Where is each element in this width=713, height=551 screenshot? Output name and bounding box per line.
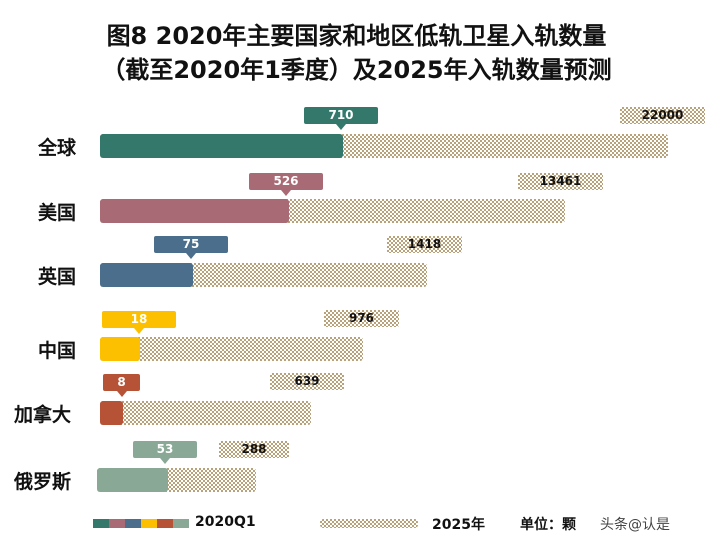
legend-label-2025: 2025年 [432, 517, 485, 533]
data-label-2020q1: 75 [154, 236, 228, 259]
data-label-2025: 288 [219, 441, 289, 458]
bar-2025 [100, 337, 363, 361]
category-label: 美国 [38, 202, 77, 224]
data-label-2020q1: 526 [249, 173, 323, 196]
category-label: 全球 [38, 137, 77, 159]
legend-swatch-2025 [320, 519, 418, 528]
legend-swatch-2020q1 [141, 519, 157, 528]
chart-title: 图8 2020年主要国家和地区低轨卫星入轨数量 [106, 22, 607, 50]
data-label-2025: 22000 [620, 107, 705, 124]
legend-label-2020q1: 2020Q1 [195, 514, 256, 530]
watermark: 头条@认是 [600, 517, 670, 533]
chart-subtitle: （截至2020年1季度）及2025年入轨数量预测 [101, 56, 612, 84]
legend-swatch-2020q1 [157, 519, 173, 528]
bar-2020q1 [100, 401, 123, 425]
data-label-2020q1: 710 [304, 107, 378, 130]
data-label-2025: 976 [324, 310, 399, 327]
category-label: 中国 [38, 340, 77, 362]
category-label: 俄罗斯 [14, 471, 72, 493]
legend-swatch-2020q1 [125, 519, 141, 528]
data-label-2020q1: 8 [103, 374, 140, 397]
legend-swatch-2020q1 [93, 519, 109, 528]
bar-2020q1 [100, 337, 140, 361]
data-label-2025: 639 [270, 373, 344, 390]
bar-2020q1 [100, 199, 289, 223]
data-label-2020q1: 18 [102, 311, 176, 334]
category-label: 英国 [38, 266, 77, 288]
data-label-2025: 1418 [387, 236, 462, 253]
data-label-2020q1: 53 [133, 441, 197, 464]
bar-2020q1 [97, 468, 168, 492]
legend-swatch-2020q1 [173, 519, 189, 528]
legend-swatch-2020q1 [109, 519, 125, 528]
bar-2025 [100, 401, 311, 425]
unit-label: 单位：颗 [520, 517, 576, 533]
data-label-2025: 13461 [518, 173, 603, 190]
bar-2020q1 [100, 263, 193, 287]
category-label: 加拿大 [14, 404, 72, 426]
bar-2020q1 [100, 134, 343, 158]
